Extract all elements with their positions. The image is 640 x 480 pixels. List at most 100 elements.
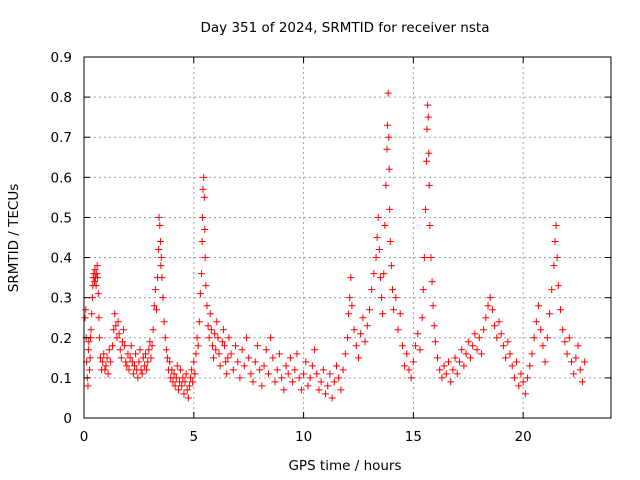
data-point — [125, 366, 133, 374]
data-point — [196, 290, 204, 298]
data-point — [469, 342, 477, 350]
data-point — [146, 338, 154, 346]
data-point — [195, 318, 203, 326]
data-point — [92, 282, 100, 290]
data-point — [436, 366, 444, 374]
data-point — [189, 378, 197, 386]
data-point — [150, 302, 158, 310]
y-tick-label: 0.9 — [51, 50, 72, 66]
data-point — [84, 346, 92, 354]
data-point — [184, 394, 192, 402]
data-point — [251, 358, 259, 366]
data-point — [361, 338, 369, 346]
data-point — [205, 334, 213, 342]
data-point — [117, 354, 125, 362]
data-point — [95, 334, 103, 342]
data-point — [426, 221, 434, 229]
data-point — [284, 370, 292, 378]
data-point — [480, 326, 488, 334]
data-point — [123, 362, 131, 370]
y-axis-label: SRMTID / TECUs — [6, 184, 22, 292]
data-point — [131, 362, 139, 370]
data-point — [561, 338, 569, 346]
data-point — [282, 362, 290, 370]
data-point — [384, 89, 392, 97]
data-point — [449, 366, 457, 374]
data-point — [93, 270, 101, 278]
data-point — [88, 294, 96, 302]
data-point — [201, 225, 209, 233]
data-point — [339, 366, 347, 374]
data-point — [86, 354, 94, 362]
data-point — [273, 366, 281, 374]
data-point — [129, 370, 137, 378]
data-point — [222, 358, 230, 366]
data-point — [140, 362, 148, 370]
data-point — [330, 378, 338, 386]
data-point — [581, 358, 589, 366]
data-point — [421, 205, 429, 213]
data-point — [262, 346, 270, 354]
data-point — [535, 302, 543, 310]
data-point — [466, 354, 474, 362]
data-point — [379, 310, 387, 318]
data-point — [157, 262, 165, 270]
data-point — [513, 358, 521, 366]
data-point — [559, 326, 567, 334]
data-point — [208, 342, 216, 350]
data-point — [453, 370, 461, 378]
data-point — [462, 350, 470, 358]
data-point — [473, 346, 481, 354]
data-point — [551, 238, 559, 246]
data-point — [488, 306, 496, 314]
data-point — [319, 366, 327, 374]
data-point — [556, 306, 564, 314]
data-point — [181, 378, 189, 386]
data-point — [572, 354, 580, 362]
data-point — [91, 278, 99, 286]
y-tick-label: 0.4 — [51, 251, 72, 267]
data-point — [127, 342, 135, 350]
data-point — [162, 346, 170, 354]
y-tick-label: 0.5 — [51, 210, 72, 226]
data-point — [348, 302, 356, 310]
data-point — [510, 374, 518, 382]
data-point — [419, 286, 427, 294]
data-point — [363, 322, 371, 330]
data-point — [286, 354, 294, 362]
data-point — [95, 314, 103, 322]
data-point — [328, 394, 336, 402]
data-point — [87, 326, 95, 334]
data-point — [508, 362, 516, 370]
data-point — [207, 326, 215, 334]
y-tick-label: 0.8 — [51, 90, 72, 106]
data-point — [341, 350, 349, 358]
data-point — [180, 390, 188, 398]
data-point — [372, 254, 380, 262]
data-point — [302, 358, 310, 366]
data-point — [532, 318, 540, 326]
data-point — [578, 378, 586, 386]
data-point — [112, 322, 120, 330]
data-point — [546, 310, 554, 318]
data-point — [245, 354, 253, 362]
data-point — [530, 334, 538, 342]
data-point — [190, 358, 198, 366]
y-tick-labels: 0 0.1 0.2 0.3 0.4 0.5 0.6 0.7 0.8 0.9 — [51, 50, 72, 427]
data-point — [223, 370, 231, 378]
data-point — [420, 254, 428, 262]
data-point — [352, 342, 360, 350]
data-point — [124, 350, 132, 358]
data-point — [431, 338, 439, 346]
data-point — [484, 302, 492, 310]
data-point — [567, 358, 575, 366]
data-point — [455, 358, 463, 366]
data-point — [206, 310, 214, 318]
data-point — [193, 334, 201, 342]
data-point — [234, 358, 242, 366]
data-point — [169, 378, 177, 386]
data-point — [416, 346, 424, 354]
chart-title: Day 351 of 2024, SRMTID for receiver nst… — [201, 20, 490, 36]
x-axis-label: GPS time / hours — [288, 458, 401, 474]
